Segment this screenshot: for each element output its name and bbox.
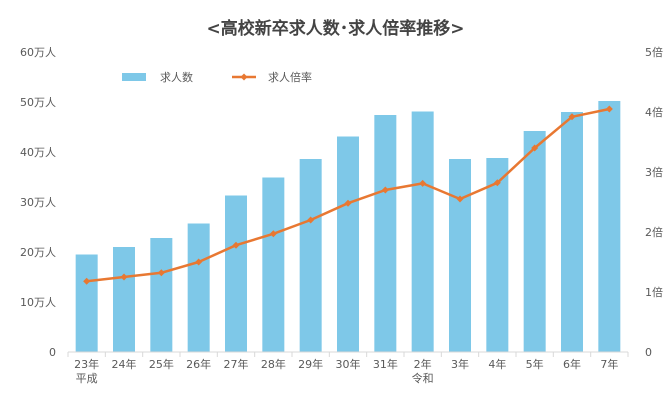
bar-31年 (374, 115, 397, 352)
legend-bar-label: 求人数 (160, 71, 193, 84)
y-axis-right-tick-label: 1倍 (645, 285, 663, 299)
line-point-5年 (531, 144, 539, 152)
y-axis-left-tick-label: 10万人 (20, 296, 56, 309)
line-point-2年 (419, 179, 427, 187)
bar-24年 (113, 247, 135, 352)
legend-bar-swatch (122, 73, 146, 81)
bar-5年 (523, 131, 546, 352)
line-point-25年 (157, 269, 165, 277)
x-axis-tick-label: 30年 (336, 357, 361, 371)
x-axis-tick-label: 5年 (526, 357, 544, 371)
x-axis-tick-label: 26年 (186, 357, 211, 371)
x-axis-tick-label: 31年 (373, 357, 398, 371)
x-axis-tick-label: 4年 (488, 357, 506, 371)
x-axis-tick-label: 29年 (298, 357, 323, 371)
line-point-29年 (307, 216, 315, 224)
bar-25年 (150, 238, 173, 352)
line-point-24年 (120, 273, 128, 281)
line-point-4年 (493, 179, 501, 187)
bar-26年 (187, 223, 210, 352)
line-point-31年 (381, 186, 389, 194)
x-axis-tick-label: 24年 (112, 357, 137, 371)
y-axis-left-tick-label: 60万人 (20, 46, 56, 59)
bar-30年 (337, 136, 359, 352)
bar-23年 (75, 254, 98, 352)
legend-line-marker (240, 73, 248, 81)
y-axis-right-tick-label: 0 (645, 346, 652, 359)
x-axis-tick-label: 23年 (74, 357, 99, 371)
x-axis-era-label: 平成 (76, 372, 98, 385)
line-point-7年 (605, 105, 613, 113)
y-axis-left-tick-label: 20万人 (20, 246, 56, 259)
x-axis-tick-label: 7年 (600, 357, 618, 371)
line-point-6年 (568, 113, 576, 121)
line-point-3年 (456, 195, 464, 203)
bar-4年 (486, 158, 509, 352)
bar-29年 (299, 159, 322, 352)
line-point-23年 (83, 277, 91, 285)
line-point-26年 (195, 258, 203, 266)
x-axis-tick-label: 3年 (451, 357, 469, 371)
bar-27年 (225, 195, 247, 352)
y-axis-right-tick-label: 3倍 (645, 165, 663, 179)
x-axis-tick-label: 27年 (224, 357, 249, 371)
x-axis-tick-label: 6年 (563, 357, 581, 371)
y-axis-left-tick-label: 50万人 (20, 96, 56, 109)
x-axis-era-label: 令和 (412, 371, 434, 385)
bar-2年 (411, 111, 434, 352)
y-axis-right-tick-label: 5倍 (645, 45, 663, 59)
line-point-27年 (232, 241, 240, 249)
x-axis-tick-label: 25年 (149, 357, 174, 371)
y-axis-left-tick-label: 0 (49, 346, 56, 359)
y-axis-left-tick-label: 30万人 (20, 196, 56, 209)
chart-title: <高校新卒求人数･求人倍率推移> (206, 19, 465, 39)
x-axis-tick-label: 28年 (261, 357, 286, 371)
line-point-30年 (344, 199, 352, 207)
line-point-28年 (269, 230, 277, 238)
y-axis-left-tick-label: 40万人 (20, 146, 56, 159)
bar-6年 (561, 112, 583, 352)
bar-3年 (449, 159, 471, 352)
bar-28年 (262, 177, 285, 352)
bar-7年 (598, 101, 621, 352)
y-axis-right-tick-label: 4倍 (645, 105, 663, 119)
legend-line-label: 求人倍率 (268, 70, 312, 84)
y-axis-right-tick-label: 2倍 (645, 225, 663, 239)
x-axis-tick-label: 2年 (414, 357, 432, 371)
